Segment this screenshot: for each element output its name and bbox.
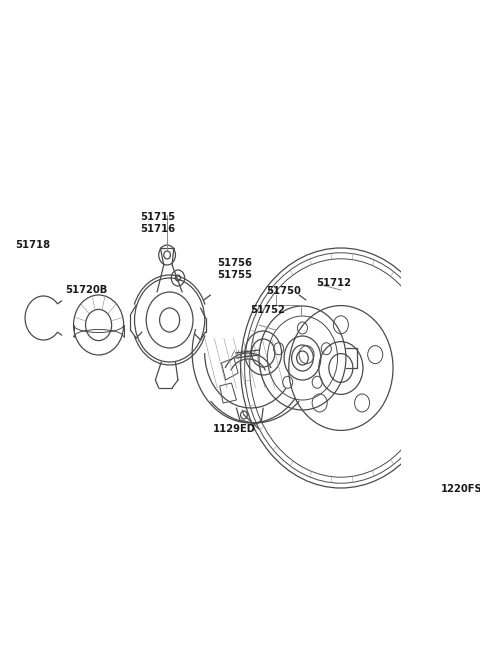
Text: 51720B: 51720B [65, 285, 108, 295]
Text: 1220FS: 1220FS [441, 484, 480, 494]
Text: 51715: 51715 [140, 212, 176, 222]
Text: 1129ED: 1129ED [213, 424, 256, 434]
Text: 51755: 51755 [217, 270, 252, 280]
Text: 51718: 51718 [15, 240, 50, 250]
Text: 51716: 51716 [140, 224, 176, 234]
Text: 51712: 51712 [316, 278, 351, 288]
Text: 51756: 51756 [217, 258, 252, 268]
Text: 51750: 51750 [266, 286, 300, 296]
Text: 51752: 51752 [251, 305, 286, 315]
